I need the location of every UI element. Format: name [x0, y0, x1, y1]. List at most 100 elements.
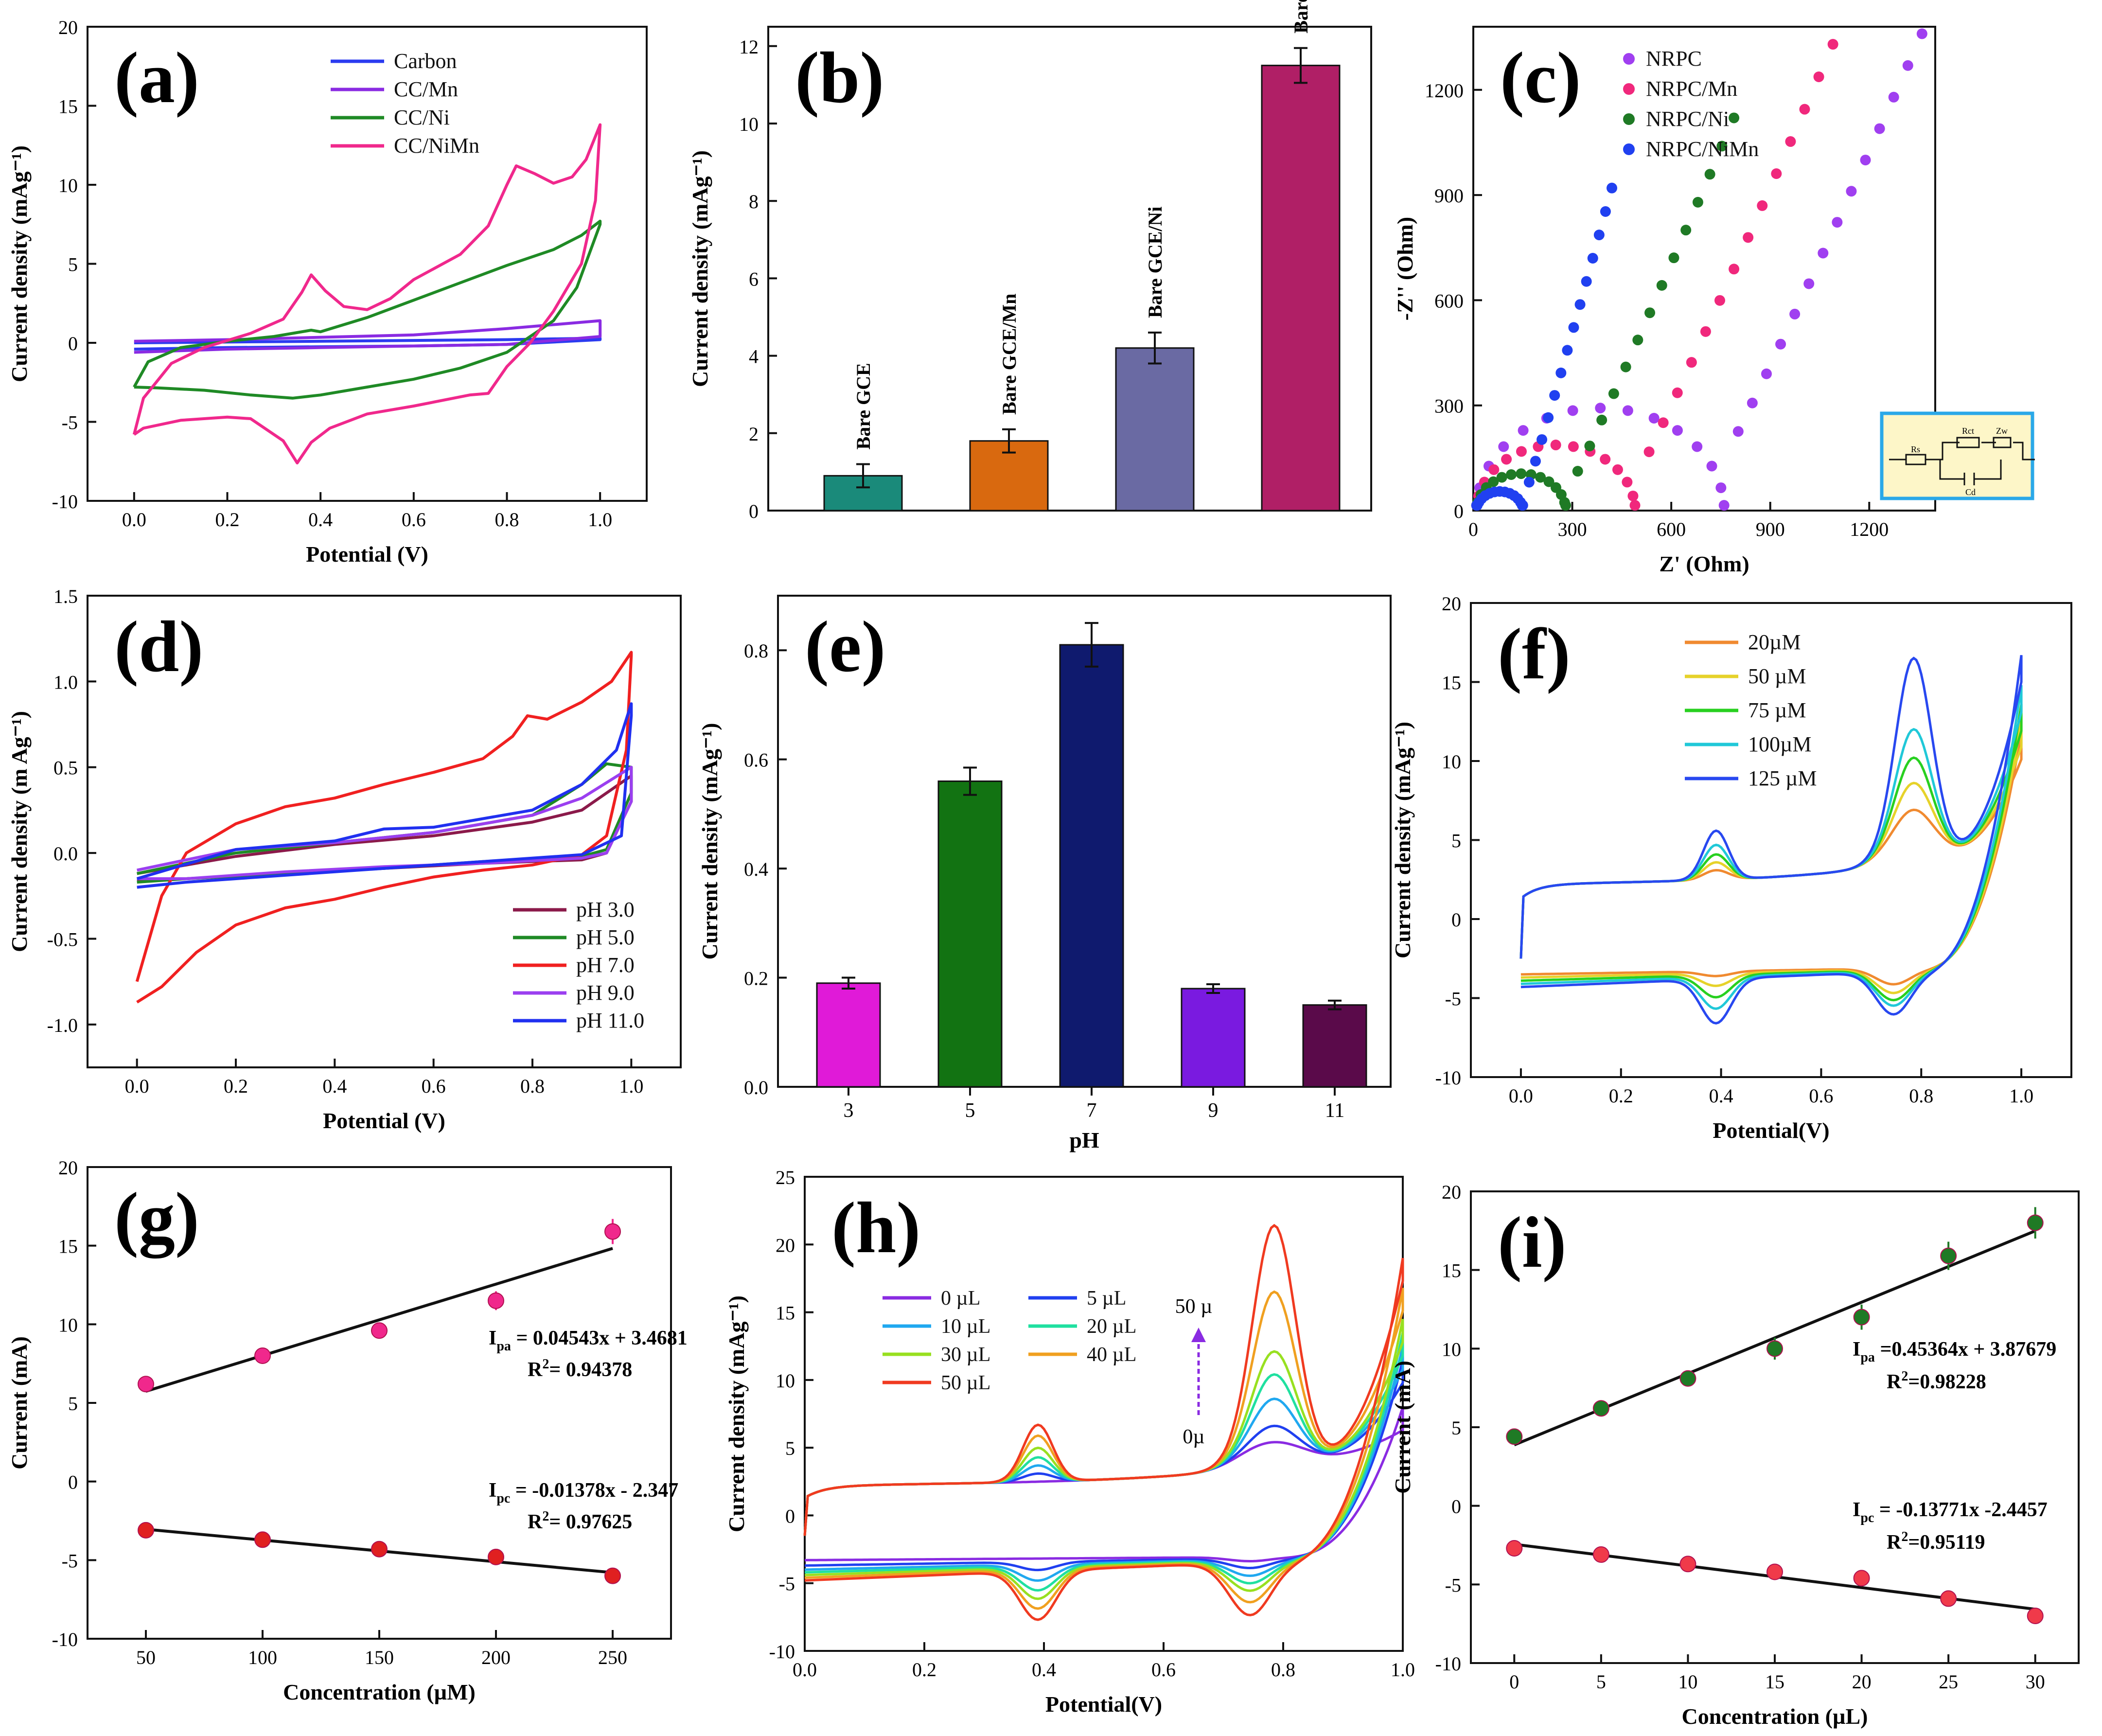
data-point: [1523, 477, 1535, 488]
y-tick-label: 900: [1434, 185, 1464, 207]
series-line: [136, 702, 633, 889]
series-line: [133, 219, 602, 400]
x-tick-label: 3: [844, 1099, 854, 1122]
y-tick-label: -5: [62, 1550, 78, 1572]
data-point: [1537, 434, 1548, 445]
legend-label: 20µM: [1748, 630, 1801, 654]
series-line: [803, 1359, 1404, 1572]
bar: [1059, 644, 1124, 1088]
bar: [1115, 347, 1195, 512]
series-line: [135, 651, 633, 1004]
series-line: [137, 765, 633, 880]
y-tick-label: 10: [1442, 1338, 1461, 1360]
bar: [1302, 1004, 1367, 1088]
data-point: [1567, 405, 1578, 416]
y-tick-label: 0.8: [744, 640, 768, 662]
y-tick-label: 5: [1451, 830, 1461, 852]
data-point: [1608, 388, 1619, 399]
data-point: [1729, 112, 1740, 124]
y-tick-label: 1200: [1425, 80, 1464, 102]
data-point: [1656, 280, 1667, 291]
y-tick-label: 600: [1434, 290, 1464, 312]
x-tick-label: 1.0: [619, 1075, 643, 1097]
data-point: [1813, 71, 1824, 82]
x-tick-label: 0.2: [224, 1075, 248, 1097]
panel-label: (i): [1498, 1202, 1567, 1283]
legend-label: pH 5.0: [576, 925, 635, 949]
inset-label: Rct: [1962, 426, 1974, 436]
legend-label: NRPC/Ni: [1646, 107, 1729, 131]
data-point: [1530, 456, 1541, 467]
data-point: [1888, 91, 1899, 103]
r-squared-annotation: R2=0.95119: [1887, 1529, 1985, 1554]
data-point: [1853, 1570, 1870, 1587]
x-axis-title: Potential (V): [306, 542, 428, 567]
data-point: [1700, 326, 1711, 337]
x-tick-label: 1.0: [588, 509, 612, 531]
data-point: [1627, 490, 1639, 501]
data-point: [1572, 466, 1583, 477]
y-tick-label: 10: [739, 113, 759, 135]
y-tick-label: -5: [62, 412, 78, 434]
series-line: [132, 123, 602, 464]
data-point: [1506, 469, 1517, 480]
data-point: [1600, 206, 1611, 217]
legend-label: CC/Mn: [394, 77, 458, 101]
data-point: [604, 1223, 621, 1240]
y-tick-label: 0.0: [744, 1077, 768, 1098]
data-point: [1496, 472, 1507, 483]
data-point: [488, 1292, 504, 1309]
legend-label: 125 µM: [1748, 766, 1817, 790]
y-tick-label: 0.6: [744, 749, 768, 771]
x-tick-label: 0.2: [1609, 1085, 1633, 1107]
data-point: [1629, 500, 1641, 511]
data-point: [1775, 338, 1786, 350]
legend-label: NRPC/NiMn: [1646, 137, 1759, 161]
y-tick-label: 5: [785, 1437, 795, 1459]
data-point: [1549, 390, 1560, 401]
legend-marker: [1623, 53, 1635, 65]
bar-category-label: Bare GCE/Ni: [1144, 207, 1166, 318]
data-point: [1644, 307, 1656, 319]
x-tick-label: 900: [1756, 518, 1785, 540]
y-tick-label: 0: [68, 1471, 78, 1493]
x-tick-label: 0.8: [1909, 1085, 1933, 1107]
y-tick-label: 6: [749, 268, 759, 290]
data-point: [1643, 446, 1655, 458]
y-tick-label: 5: [68, 1393, 78, 1415]
plot-frame: [767, 26, 1372, 512]
y-axis-title: Current (mA): [7, 1336, 32, 1470]
data-point: [1715, 482, 1727, 494]
x-axis-title: Concentration (µM): [283, 1680, 476, 1704]
data-point: [1916, 28, 1927, 39]
data-point: [1488, 476, 1499, 487]
data-point: [1692, 441, 1703, 452]
x-tick-label: 25: [1939, 1671, 1958, 1693]
data-point: [1757, 200, 1768, 211]
x-axis-title: Potential (V): [323, 1108, 445, 1133]
legend-label: 40 µL: [1087, 1344, 1136, 1366]
data-point: [254, 1347, 271, 1364]
y-axis-title: Current (mA): [1390, 1361, 1415, 1494]
x-tick-label: 0.8: [1271, 1659, 1295, 1681]
x-tick-label: 0.6: [1151, 1659, 1176, 1681]
x-tick-label: 0: [1509, 1671, 1519, 1693]
data-point: [1506, 1540, 1523, 1557]
circuit-wires: [1889, 442, 2035, 480]
series-line: [1519, 720, 2023, 994]
x-tick-label: 0.4: [322, 1075, 347, 1097]
data-point: [1581, 276, 1592, 287]
x-tick-label: 0.0: [1509, 1085, 1533, 1107]
legend-marker: [1623, 113, 1635, 125]
y-tick-label: 0: [1454, 500, 1464, 522]
data-point: [604, 1567, 621, 1584]
data-point: [1568, 322, 1579, 333]
y-tick-label: 15: [58, 1236, 78, 1258]
y-tick-label: -10: [1435, 1653, 1461, 1675]
data-point: [1592, 1400, 1609, 1417]
data-point: [1686, 357, 1697, 368]
y-tick-label: -5: [1445, 988, 1461, 1010]
y-tick-label: 0: [749, 500, 759, 522]
data-point: [1818, 248, 1829, 259]
